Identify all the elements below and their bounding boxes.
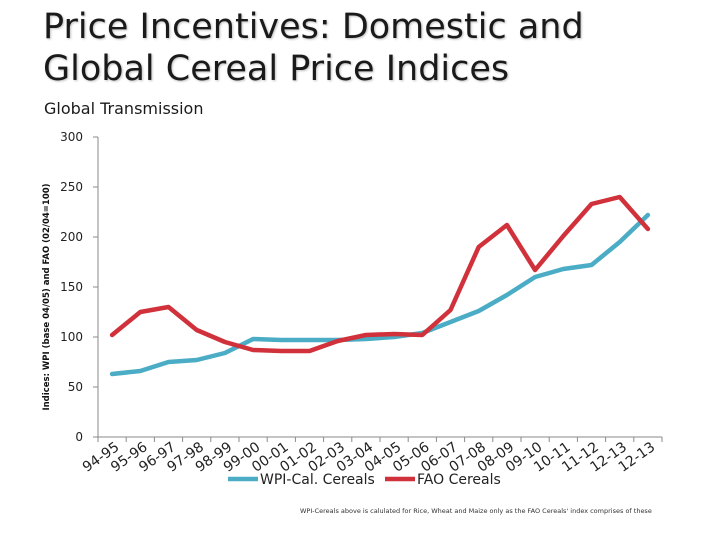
y-tick-label: 50 xyxy=(68,380,83,394)
y-tick-label: 150 xyxy=(60,280,83,294)
slide-title-line-1: Price Incentives: Domestic and xyxy=(43,7,584,47)
footnote: WPI-Cereals above is calulated for Rice,… xyxy=(300,507,652,515)
legend-label-fao-cereals: FAO Cereals xyxy=(417,472,501,488)
y-tick-label: 100 xyxy=(60,330,83,344)
y-axis-title: Indices: WPI (base 04/05) and FAO (02/04… xyxy=(42,183,52,410)
y-tick-label: 300 xyxy=(60,130,83,144)
y-tick-label: 250 xyxy=(60,180,83,194)
y-tick-label: 0 xyxy=(75,430,83,444)
chart-subtitle: Global Transmission xyxy=(44,99,204,118)
slide-title: Price Incentives: Domestic and Global Ce… xyxy=(43,6,683,90)
slide-title-line-2: Global Cereal Price Indices xyxy=(43,49,510,89)
y-tick-label: 200 xyxy=(60,230,83,244)
series-line-fao-cereals xyxy=(109,194,651,354)
legend-label-wpi-cereals: WPI-Cal. Cereals xyxy=(260,472,375,488)
series-line-wpi-cereals xyxy=(109,212,651,377)
